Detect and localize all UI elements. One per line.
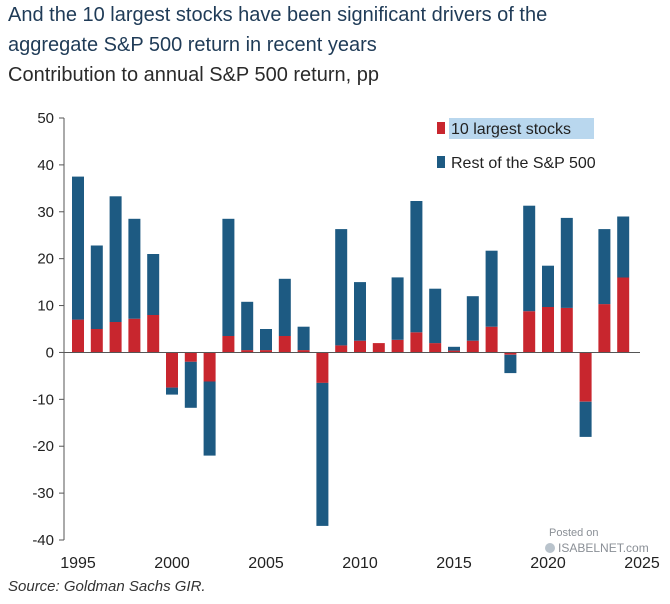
bar-rest-2008: [316, 382, 329, 526]
bar-rest-2005: [260, 329, 272, 351]
x-tick-label: 2010: [342, 555, 378, 572]
bar-rest-2015: [448, 346, 460, 351]
legend-swatch-rest: [437, 156, 445, 168]
x-tick-label: 2015: [436, 555, 472, 572]
y-tick-label: 30: [37, 204, 54, 221]
bar-top10-2008: [316, 352, 329, 383]
bar-rest-2019: [523, 205, 536, 312]
bar-rest-1999: [147, 254, 160, 315]
bar-rest-2021: [560, 217, 573, 308]
bar-top10-2016: [466, 340, 479, 353]
bar-top10-1999: [147, 314, 160, 353]
watermark-site: ISABELNET.com: [545, 541, 649, 555]
bar-top10-2000: [166, 352, 178, 388]
bar-rest-2016: [466, 296, 479, 341]
bar-rest-2022: [579, 401, 592, 437]
legend: 10 largest stocks Rest of the S&P 500: [437, 118, 596, 172]
bar-top10-2015: [448, 350, 460, 353]
bar-rest-2004: [241, 301, 254, 351]
y-tick-label: 50: [37, 110, 54, 127]
y-tick-label: -20: [32, 438, 54, 455]
bar-rest-2002: [203, 381, 216, 456]
bar-top10-2019: [523, 311, 536, 353]
chart-subtitle: Contribution to annual S&P 500 return, p…: [8, 64, 379, 86]
bar-top10-2022: [579, 352, 592, 402]
bar-top10-2018: [504, 352, 517, 355]
bar-rest-1998: [128, 218, 141, 319]
watermark-posted-on: Posted on: [549, 527, 599, 539]
bar-rest-2006: [278, 278, 291, 336]
bar-rest-2018: [504, 354, 517, 374]
bar-rest-2000: [166, 387, 178, 395]
x-tick-label: 2025: [624, 555, 660, 572]
bar-rest-1996: [90, 245, 103, 329]
bar-rest-2012: [391, 277, 404, 340]
bar-rest-2020: [542, 265, 554, 307]
bar-top10-2012: [391, 339, 404, 353]
bar-rest-2023: [598, 229, 611, 305]
bar-top10-2013: [410, 332, 423, 353]
bar-rest-2024: [617, 216, 630, 278]
bar-top10-2024: [617, 277, 630, 353]
chart-title-line-2: aggregate S&P 500 return in recent years: [8, 34, 377, 56]
bar-rest-1995: [72, 176, 84, 320]
x-tick-label: 2020: [530, 555, 566, 572]
bar-top10-2014: [429, 343, 442, 353]
bar-top10-2003: [222, 336, 235, 353]
legend-label-top10: 10 largest stocks: [451, 121, 571, 138]
source-note: Source: Goldman Sachs GIR.: [8, 578, 206, 595]
bar-top10-2023: [598, 304, 611, 353]
y-tick-label: -10: [32, 391, 54, 408]
bar-top10-2010: [354, 340, 366, 353]
bar-top10-2002: [203, 352, 216, 382]
bar-rest-2001: [184, 361, 197, 408]
bar-top10-2005: [260, 350, 272, 353]
bar-top10-2021: [560, 307, 573, 353]
y-tick-label: 0: [46, 344, 54, 361]
y-tick-label: -30: [32, 485, 54, 502]
bar-rest-2014: [429, 288, 442, 344]
bar-top10-1998: [128, 318, 141, 353]
legend-highlight: [449, 118, 594, 139]
bar-rest-1997: [109, 196, 122, 322]
bar-rest-2009: [335, 229, 348, 346]
chart-title-line-1: And the 10 largest stocks have been sign…: [8, 4, 548, 26]
legend-swatch-top10: [437, 122, 445, 134]
bar-rest-2007: [297, 326, 310, 351]
bar-rest-2003: [222, 218, 235, 336]
bar-top10-2017: [485, 326, 498, 353]
bar-rest-2010: [354, 282, 366, 341]
y-tick-label: 40: [37, 157, 54, 174]
legend-label-rest: Rest of the S&P 500: [451, 155, 596, 172]
bar-rest-2013: [410, 201, 423, 333]
x-tick-label: 1995: [60, 555, 96, 572]
bar-top10-2007: [297, 350, 310, 353]
bar-top10-2004: [241, 350, 254, 353]
isabelnet-logo-icon: [545, 543, 555, 553]
bar-top10-1997: [109, 322, 122, 353]
y-tick-label: 20: [37, 251, 54, 268]
bar-top10-2009: [335, 345, 348, 353]
bar-top10-1995: [72, 319, 84, 353]
bar-top10-2020: [542, 307, 554, 353]
y-tick-label: 10: [37, 298, 54, 315]
bar-rest-2017: [485, 250, 498, 327]
bar-top10-1996: [90, 329, 103, 353]
bar-top10-2006: [278, 336, 291, 353]
y-tick-label: -40: [32, 532, 54, 549]
watermark: Posted on ISABELNET.com: [545, 527, 649, 555]
watermark-site-label: ISABELNET.com: [558, 541, 649, 555]
bar-top10-2001: [184, 352, 197, 362]
x-tick-label: 2000: [154, 555, 190, 572]
bar-top10-2011: [372, 343, 385, 353]
x-tick-label: 2005: [248, 555, 284, 572]
